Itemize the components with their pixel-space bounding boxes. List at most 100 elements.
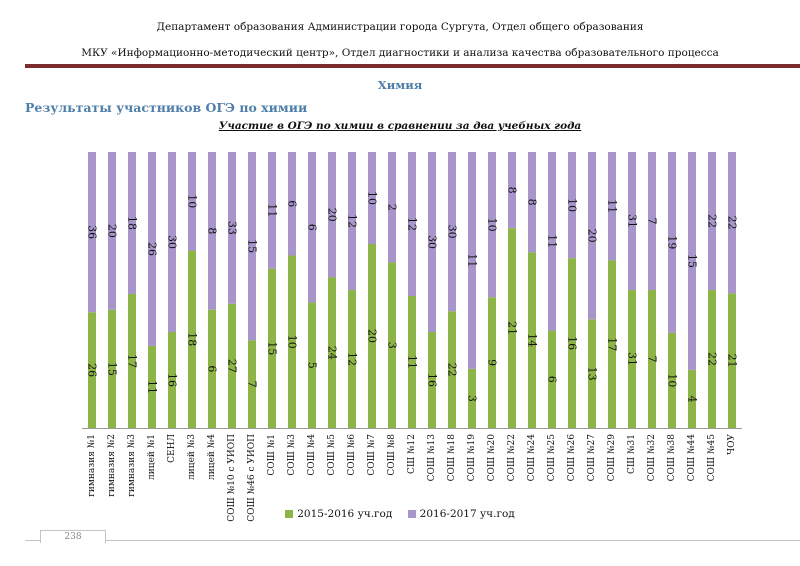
bar-series-1 [588,319,596,428]
x-tick-label: гимназия №1 [87,434,97,497]
data-label-series-1: 18 [186,332,199,346]
data-label-series-1: 22 [706,352,719,366]
header-rule [25,64,800,68]
x-tick-label: СОШ №19 [467,434,477,482]
bar-series-2 [288,152,296,256]
data-label-series-1: 21 [726,354,739,368]
data-label-series-1: 17 [126,354,139,368]
data-label-series-2: 10 [566,198,579,212]
bar-series-1 [388,262,396,428]
bar-series-1 [268,268,276,428]
bar-series-1 [508,228,516,428]
bar-series-2 [188,152,196,251]
data-label-series-2: 8 [526,199,539,206]
data-label-series-2: 15 [686,254,699,268]
data-label-series-1: 20 [366,329,379,343]
data-label-series-2: 11 [546,234,559,248]
bar-series-2 [268,152,276,269]
data-label-series-2: 31 [626,214,639,228]
bar-series-1 [228,303,236,428]
x-tick-label: СОШ №22 [507,434,517,481]
bar-series-2 [568,152,576,259]
x-tick-label: СОШ №7 [367,434,377,476]
bar-series-1 [308,302,316,428]
data-label-series-2: 20 [106,224,119,238]
x-tick-label: СОШ №38 [667,434,677,482]
bar-series-1 [248,340,256,428]
data-label-series-1: 11 [406,355,419,369]
x-tick-label: СШ №12 [407,434,417,474]
data-label-series-2: 15 [246,239,259,253]
bar-series-1 [448,311,456,428]
x-tick-label: СОШ №6 [347,434,357,476]
legend-label-series-1: 2015-2016 уч.год [297,508,393,520]
bar-series-2 [688,152,696,370]
data-label-series-2: 11 [606,199,619,213]
bar-series-1 [168,332,176,428]
bar-series-2 [168,152,176,332]
bar-series-1 [688,369,696,428]
bar-series-2 [308,152,316,303]
bar-series-2 [628,152,636,290]
bar-series-1 [608,260,616,428]
data-label-series-1: 5 [306,362,319,369]
subject-title: Химия [377,78,423,92]
bar-series-2 [668,152,676,333]
legend-item-series-2: 2016-2017 уч.год [407,508,515,520]
data-label-series-1: 15 [106,362,119,376]
chart-title: Участие в ОГЭ по химии в сравнении за дв… [218,120,582,132]
data-label-series-1: 7 [646,356,659,363]
x-tick-label: СОШ №13 [427,434,437,482]
data-label-series-1: 14 [526,333,539,347]
data-label-series-2: 11 [266,203,279,217]
data-label-series-2: 12 [346,214,359,228]
data-label-series-2: 26 [146,242,159,256]
bar-series-1 [328,277,336,428]
data-label-series-1: 27 [226,359,239,373]
x-tick-label: лицей №4 [207,434,217,480]
x-tick-label: СОШ №46 с УИОП [247,434,257,522]
data-label-series-2: 19 [666,235,679,249]
x-tick-label: ЧОУ [727,434,737,455]
bar-series-1 [528,252,536,428]
data-label-series-2: 6 [306,224,319,231]
bar-series-1 [288,255,296,428]
bar-series-2 [388,152,396,263]
bar-series-1 [188,250,196,428]
data-label-series-1: 16 [566,336,579,350]
bar-series-1 [408,296,416,428]
data-label-series-1: 11 [146,380,159,394]
bar-series-1 [468,368,476,428]
data-label-series-1: 24 [326,346,339,360]
data-label-series-1: 10 [286,335,299,349]
data-label-series-1: 16 [426,373,439,387]
data-label-series-1: 13 [586,367,599,381]
page-number-tab [40,530,106,543]
legend-swatch-series-1 [285,510,294,518]
data-label-series-1: 26 [86,363,99,377]
x-tick-label: СОШ №29 [607,434,617,482]
data-label-series-2: 7 [646,218,659,225]
data-label-series-1: 17 [606,337,619,351]
bar-series-1 [568,258,576,428]
x-tick-label: СОШ №3 [287,434,297,476]
header-line-2: МКУ «Информационно-методический центр», … [81,47,719,59]
x-tick-label: СОШ №44 [687,434,697,482]
legend-item-series-1: 2015-2016 уч.год [285,508,392,520]
bar-series-1 [148,345,156,428]
data-label-series-2: 20 [326,208,339,222]
bar-series-2 [348,152,356,290]
bar-series-2 [468,152,476,369]
x-tick-label: СОШ №8 [387,434,397,476]
x-tick-label: СОШ №20 [487,434,497,482]
bar-series-2 [108,152,116,310]
data-label-series-2: 18 [126,216,139,230]
bar-series-1 [668,332,676,428]
bar-series-2 [648,152,656,290]
bar-series-1 [208,309,216,428]
bar-series-2 [448,152,456,312]
data-label-series-2: 22 [726,216,739,230]
data-label-series-2: 30 [166,235,179,249]
x-tick-label: СОШ №10 с УИОП [227,434,237,522]
bar-series-2 [368,152,376,244]
